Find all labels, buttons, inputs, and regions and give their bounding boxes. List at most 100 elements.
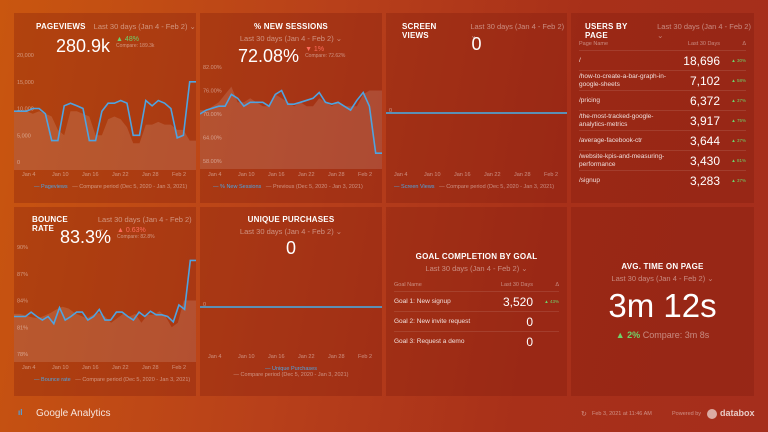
column-header-page: Page Name [579,41,609,47]
row-value: 3,644 [689,133,720,148]
table-row: Goal 3: Request a demo 0 [394,331,559,351]
metric-value: 83.3% [60,227,112,247]
date-range-dropdown[interactable]: Last 30 days (Jan 4 - Feb 2) ⌄ [657,22,751,40]
x-tick-label: Feb 2 [358,172,372,178]
chevron-down-icon: ⌄ [335,34,343,43]
users-by-page-widget: USERS BY PAGE Last 30 days (Jan 4 - Feb … [571,13,754,203]
row-value: 3,283 [689,173,720,188]
row-delta: ▲ 81% [731,158,746,163]
table-row: /signup 3,283 ▲ 37% [579,170,746,190]
x-tick-label: Jan 10 [238,172,255,178]
row-delta: ▲ 37% [731,138,746,143]
avg-time-widget: AVG. TIME ON PAGE Last 30 days (Jan 4 - … [571,207,754,396]
x-tick-label: Jan 28 [142,172,159,178]
widget-title: % NEW SESSIONS [254,22,328,31]
new-sessions-widget: % NEW SESSIONS Last 30 days (Jan 4 - Feb… [200,13,382,203]
date-range-dropdown[interactable]: Last 30 days (Jan 4 - Feb 2) ⌄ [97,215,192,233]
row-value: 3,520 [502,294,533,309]
row-name: /website-kpis-and-measuring-performance [579,152,665,168]
y-tick-label: 58.00% [203,159,222,165]
y-tick-label: 10,000 [17,107,34,113]
x-tick-label: Jan 22 [112,365,129,371]
x-tick-label: Jan 28 [514,172,531,178]
chart-legend: — Pageviews — Compare period (Dec 5, 202… [34,184,188,190]
column-header-goal: Goal Name [394,282,422,288]
y-tick-label: 0 [203,302,206,308]
series-line [200,89,382,154]
y-tick-label: 70.00% [203,112,222,118]
x-tick-label: Jan 4 [22,172,35,178]
date-range-dropdown[interactable]: Last 30 days (Jan 4 - Feb 2) ⌄ [470,22,565,40]
compare-value: Compare: 82.8% [117,234,155,240]
row-value: 18,696 [683,53,720,68]
table-row: /the-most-tracked-google-analytics-metri… [579,110,746,130]
row-name: /how-to-create-a-bar-graph-in-google-she… [579,72,667,88]
y-tick-label: 15,000 [17,80,34,86]
x-tick-label: Feb 2 [172,365,186,371]
compare-area [200,86,382,169]
new-sessions-chart: 82.00% 76.00% 70.00% 64.00% 58.00% Jan 4 Jan 1… [200,65,382,178]
y-tick-label: 90% [17,245,28,251]
widget-title: AVG. TIME ON PAGE [621,262,704,271]
table-row: Goal 1: New signup 3,520 ▲ 43% [394,291,559,311]
unique-purchases-chart: 0 Jan 4 Jan 10 Jan 16 Jan 22 Jan 28 Feb 2 [200,302,382,360]
column-header-delta: Δ [742,41,746,47]
y-tick-label: 84% [17,299,28,305]
y-tick-label: 78% [17,352,28,358]
last-updated: Feb 3, 2021 at 11:46 AM [592,411,652,417]
screen-views-widget: SCREEN VIEWS Last 30 days (Jan 4 - Feb 2… [386,13,567,203]
x-tick-label: Feb 2 [544,172,558,178]
bounce-rate-chart: 90% 87% 84% 81% 78% Jan 4 Jan 10 Jan 16 Jan 22 Ja… [14,245,196,371]
x-tick-label: Jan 4 [22,365,35,371]
table-row: / 18,696 ▲ 30% [579,50,746,70]
y-tick-label: 87% [17,272,28,278]
table-row: /average-facebook-ctr 3,644 ▲ 37% [579,130,746,150]
metric-value: 72.08% [238,46,300,66]
x-tick-label: Jan 22 [298,172,315,178]
row-value: 0 [526,314,533,329]
goal-completion-widget: GOAL COMPLETION BY GOAL Last 30 days (Ja… [386,207,567,396]
x-tick-label: Jan 10 [424,172,441,178]
date-range-dropdown[interactable]: Last 30 days (Jan 4 - Feb 2) ⌄ [239,34,343,43]
row-value: 6,372 [689,93,720,108]
compare-area [14,111,196,170]
y-tick-label: 76.00% [203,89,222,95]
y-tick-label: 20,000 [17,53,34,59]
table-row: /how-to-create-a-bar-graph-in-google-she… [579,70,746,90]
date-range-dropdown[interactable]: Last 30 days (Jan 4 - Feb 2) ⌄ [425,264,528,273]
compare-value: Compare: 3m 8s [642,330,710,340]
row-value: 0 [526,334,533,349]
footer: ıl Google Analytics ↻ Feb 3, 2021 at 11:… [0,400,768,432]
compare-value: Compare: 72.62% [305,53,346,59]
x-tick-label: Jan 22 [298,354,315,360]
unique-purchases-widget: UNIQUE PURCHASES Last 30 days (Jan 4 - F… [200,207,382,396]
y-tick-label: 82.00% [203,65,222,71]
row-name: Goal 3: Request a demo [394,337,465,345]
x-tick-label: Feb 2 [358,354,372,360]
column-header-delta: Δ [555,282,559,288]
x-tick-label: Jan 4 [394,172,407,178]
date-range-dropdown[interactable]: Last 30 days (Jan 4 - Feb 2) [93,22,188,31]
databox-logo-icon [707,409,717,419]
widget-title: UNIQUE PURCHASES [247,215,335,224]
row-name: /signup [579,176,600,184]
x-tick-label: Jan 10 [238,354,255,360]
google-analytics-icon: ıl [18,408,23,417]
refresh-icon[interactable]: ↻ [581,411,587,418]
row-name: Goal 2: New invite request [394,317,471,325]
x-tick-label: Jan 4 [208,354,221,360]
table-row: /website-kpis-and-measuring-performance 3… [579,150,746,170]
date-range-dropdown[interactable]: Last 30 days (Jan 4 - Feb 2) ⌄ [611,274,714,283]
x-tick-label: Jan 16 [82,365,99,371]
metric-delta: ▲ 0.63% [117,227,146,234]
bounce-rate-widget: BOUNCE RATE Last 30 days (Jan 4 - Feb 2)… [14,207,196,396]
series-line [14,81,196,142]
date-range-dropdown[interactable]: Last 30 days (Jan 4 - Feb 2) ⌄ [239,227,343,236]
series-line [14,259,196,326]
row-name: /pricing [579,96,600,104]
x-tick-label: Jan 16 [268,354,285,360]
widget-title: USERS BY PAGE [585,22,628,40]
chevron-down-icon[interactable]: ⌄ [189,22,196,31]
table-row: /pricing 6,372 ▲ 37% [579,90,746,110]
x-tick-label: Jan 4 [208,172,221,178]
